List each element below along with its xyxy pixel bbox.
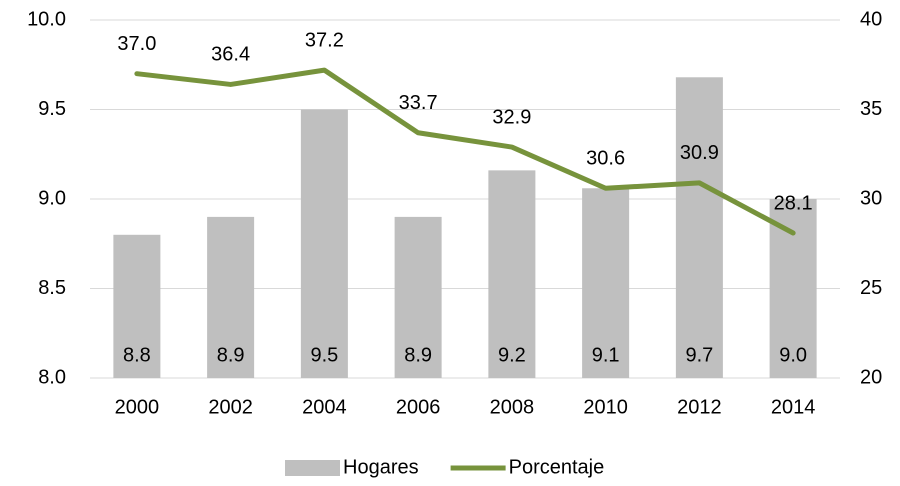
bar-value-label: 9.5	[310, 344, 338, 366]
legend-label: Porcentaje	[509, 456, 605, 478]
x-tick-label: 2012	[677, 396, 722, 418]
x-tick-label: 2002	[208, 396, 253, 418]
x-tick-label: 2010	[583, 396, 628, 418]
y2-tick-label: 35	[860, 98, 882, 120]
y2-tick-label: 25	[860, 277, 882, 299]
x-tick-label: 2000	[115, 396, 160, 418]
line-value-label: 28.1	[774, 192, 813, 214]
bar	[769, 199, 817, 378]
legend-swatch	[285, 460, 340, 476]
y2-tick-label: 30	[860, 187, 882, 209]
y-tick-label: 8.5	[38, 277, 66, 299]
line-value-label: 33.7	[399, 92, 438, 114]
line-value-label: 30.9	[680, 142, 719, 164]
line-value-label: 37.2	[305, 29, 344, 51]
bar-value-label: 8.9	[404, 344, 432, 366]
y-tick-label: 8.0	[38, 366, 66, 388]
bar	[207, 216, 255, 378]
bar	[113, 234, 161, 378]
y-tick-label: 10.0	[27, 8, 66, 30]
y-tick-label: 9.0	[38, 187, 66, 209]
bar-value-label: 9.7	[685, 344, 713, 366]
y2-tick-label: 40	[860, 8, 882, 30]
line	[134, 67, 796, 236]
x-tick-label: 2006	[396, 396, 441, 418]
bar-value-label: 9.2	[498, 344, 526, 366]
legend-label: Hogares	[343, 456, 419, 478]
bar	[394, 216, 442, 378]
x-tick-label: 2008	[490, 396, 535, 418]
y-tick-label: 9.5	[38, 98, 66, 120]
line-value-label: 30.6	[586, 148, 625, 170]
bar-value-label: 8.8	[123, 344, 151, 366]
bar-value-label: 9.1	[592, 344, 620, 366]
bar	[582, 188, 630, 378]
bar	[300, 109, 348, 378]
line-value-label: 36.4	[211, 44, 250, 66]
line-value-label: 37.0	[117, 33, 156, 55]
bar	[675, 77, 723, 378]
y2-tick-label: 20	[860, 366, 882, 388]
line-value-label: 32.9	[492, 106, 531, 128]
x-tick-label: 2004	[302, 396, 347, 418]
x-tick-label: 2014	[771, 396, 816, 418]
bar-value-label: 8.9	[217, 344, 245, 366]
bar-value-label: 9.0	[779, 344, 807, 366]
bar	[488, 170, 536, 378]
